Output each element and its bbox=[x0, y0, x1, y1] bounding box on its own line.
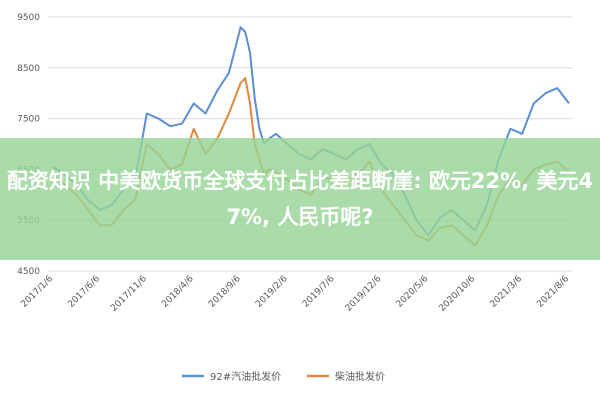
y-tick-label: 4500 bbox=[17, 267, 40, 277]
banner-title: 配资知识 中美欧货币全球支付占比差距断崖: 欧元22%, 美元47%, 人民币呢… bbox=[6, 169, 594, 229]
x-tick-label: 2017/6/6 bbox=[66, 274, 102, 310]
y-tick-label: 9500 bbox=[17, 13, 40, 23]
x-tick-label: 2018/4/6 bbox=[160, 274, 196, 310]
x-axis-ticks: 2017/1/6 2017/6/6 2017/11/6 2018/4/6 2018/9/… bbox=[19, 274, 571, 314]
x-tick-label: 2021/8/6 bbox=[535, 274, 571, 310]
y-tick-label: 7500 bbox=[17, 115, 40, 125]
x-tick-label: 2021/3/6 bbox=[489, 274, 525, 310]
legend: 92#汽油批发价 柴油批发价 bbox=[182, 370, 385, 383]
x-tick-label: 2017/11/6 bbox=[109, 274, 149, 314]
legend-label: 柴油批发价 bbox=[335, 370, 385, 383]
x-tick-label: 2017/1/6 bbox=[19, 274, 55, 310]
legend-label: 92#汽油批发价 bbox=[210, 370, 281, 383]
x-tick-label: 2020/5/6 bbox=[395, 274, 431, 310]
x-tick-label: 2019/7/6 bbox=[301, 274, 337, 310]
x-tick-label: 2020/10/6 bbox=[438, 274, 478, 314]
x-tick-label: 2019/2/6 bbox=[254, 274, 290, 310]
title-banner: 配资知识 中美欧货币全球支付占比差距断崖: 欧元22%, 美元47%, 人民币呢… bbox=[0, 138, 600, 260]
x-tick-label: 2019/12/6 bbox=[344, 274, 384, 314]
y-tick-label: 8500 bbox=[17, 64, 40, 74]
x-tick-label: 2018/9/6 bbox=[207, 274, 243, 310]
